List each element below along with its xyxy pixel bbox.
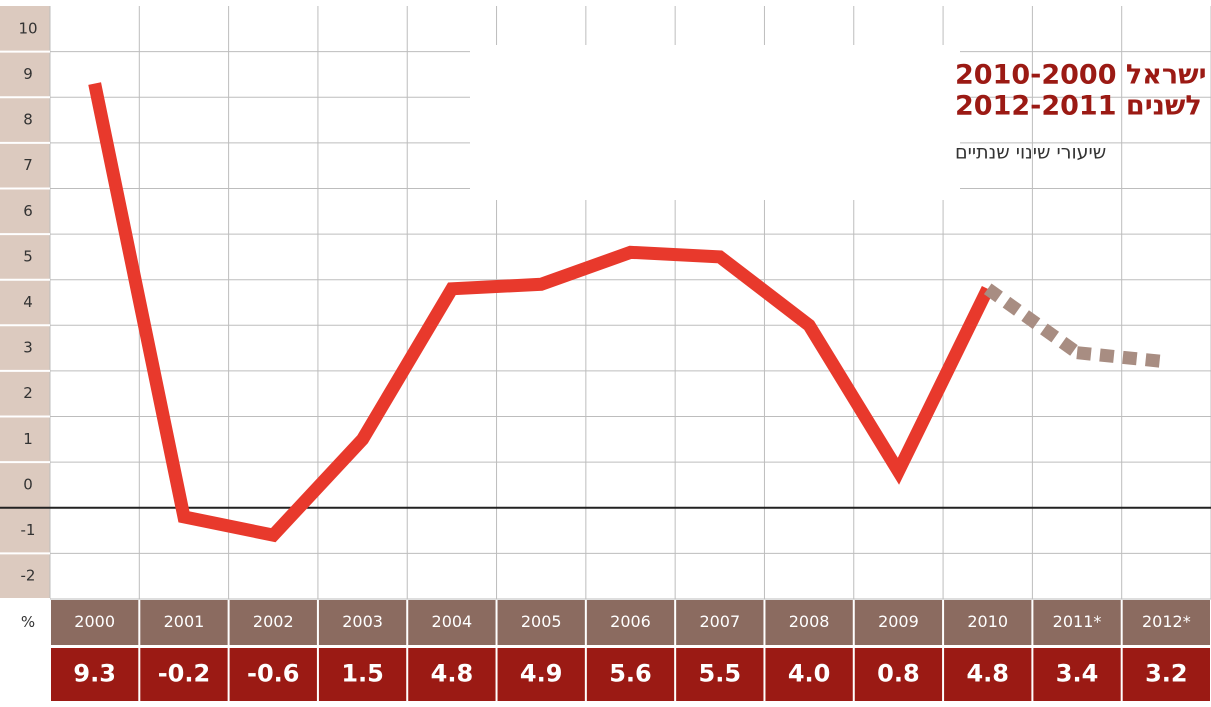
value-cell — [676, 648, 764, 701]
x-tick-label: 2008 — [789, 612, 830, 631]
title-box — [470, 45, 960, 200]
chart-subtitle: שיעורי שינוי שנתיים — [955, 142, 1106, 164]
category-cell — [1033, 600, 1121, 645]
y-tick-label: 5 — [23, 247, 33, 265]
x-tick-label: 2005 — [521, 612, 562, 631]
x-tick-label: 2009 — [878, 612, 919, 631]
value-cell — [229, 648, 317, 701]
data-label: -0.2 — [158, 660, 210, 688]
x-tick-label: 2001 — [164, 612, 205, 631]
category-cell — [1122, 600, 1210, 645]
category-cell — [586, 600, 675, 645]
x-tick-label: 2011* — [1053, 612, 1102, 631]
category-cell — [676, 600, 764, 645]
y-tick-label: -1 — [21, 521, 36, 539]
y-tick-label: 0 — [23, 475, 33, 493]
x-tick-label: 2004 — [432, 612, 473, 631]
x-tick-label: 2002 — [253, 612, 294, 631]
unit-cell — [0, 600, 50, 645]
category-cell — [497, 600, 585, 645]
value-cell — [140, 648, 228, 701]
category-cell — [229, 600, 317, 645]
value-cell — [854, 648, 943, 701]
unit-label: % — [21, 613, 35, 631]
category-cell — [140, 600, 228, 645]
x-tick-label: 2012* — [1142, 612, 1191, 631]
data-line — [88, 82, 994, 543]
value-cell — [586, 648, 675, 701]
y-axis-column — [0, 6, 50, 599]
data-label: 9.3 — [73, 660, 116, 688]
category-cell — [318, 600, 407, 645]
value-cell — [408, 648, 496, 701]
data-label: 5.6 — [609, 660, 652, 688]
data-label: 4.0 — [788, 660, 831, 688]
y-tick-label: 6 — [23, 202, 33, 220]
category-cell — [854, 600, 943, 645]
x-tick-label: 2006 — [610, 612, 651, 631]
data-label: 4.9 — [520, 660, 563, 688]
x-tick-label: 2003 — [342, 612, 383, 631]
data-line — [1076, 346, 1168, 369]
data-label: 3.4 — [1056, 660, 1099, 688]
data-label: 0.8 — [877, 660, 920, 688]
category-cell — [765, 600, 853, 645]
x-tick-label: 2007 — [699, 612, 740, 631]
y-tick-label: 1 — [23, 430, 33, 448]
y-tick-label: 3 — [23, 339, 33, 357]
forecast-connector — [983, 283, 1081, 358]
value-cell — [497, 648, 585, 701]
value-cell — [765, 648, 853, 701]
data-label: 4.8 — [966, 660, 1009, 688]
data-label: 4.8 — [431, 660, 474, 688]
chart-title: ותחזית לשנים 2012-2011 — [955, 91, 1211, 122]
value-cell — [51, 648, 139, 701]
category-cell — [944, 600, 1032, 645]
y-tick-label: -2 — [21, 567, 36, 585]
y-tick-label: 10 — [18, 19, 37, 37]
value-cell — [944, 648, 1032, 701]
x-tick-label: 2000 — [74, 612, 115, 631]
y-tick-label: 8 — [23, 111, 33, 129]
value-cell — [1033, 648, 1121, 701]
data-label: 1.5 — [341, 660, 384, 688]
x-tick-label: 2010 — [967, 612, 1008, 631]
value-cell — [318, 648, 407, 701]
data-label: -0.6 — [247, 660, 299, 688]
y-tick-label: 4 — [23, 293, 33, 311]
y-tick-label: 2 — [23, 384, 33, 402]
data-label: 3.2 — [1145, 660, 1188, 688]
category-cell — [408, 600, 496, 645]
value-cell — [1122, 648, 1210, 701]
y-tick-label: 9 — [23, 65, 33, 83]
chart-title: התמ”ג של ישראל 2010-2000 — [955, 60, 1211, 91]
category-cell — [51, 600, 139, 645]
y-tick-label: 7 — [23, 156, 33, 174]
data-label: 5.5 — [699, 660, 742, 688]
